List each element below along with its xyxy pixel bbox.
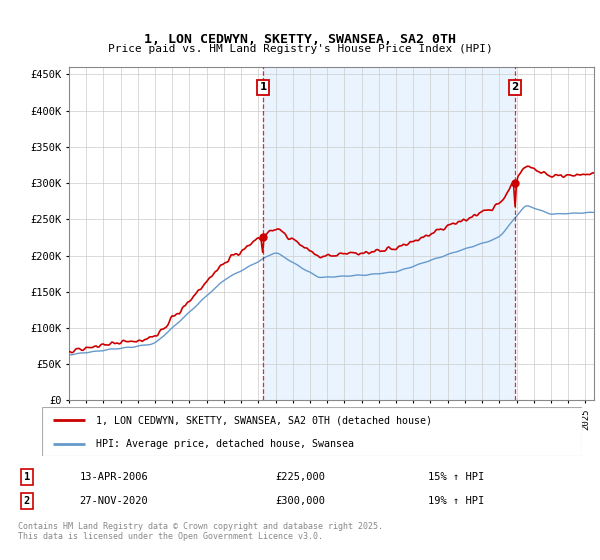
Text: Contains HM Land Registry data © Crown copyright and database right 2025.
This d: Contains HM Land Registry data © Crown c… xyxy=(18,522,383,542)
Text: 19% ↑ HPI: 19% ↑ HPI xyxy=(428,496,484,506)
Text: 2: 2 xyxy=(512,82,519,92)
Text: 1, LON CEDWYN, SKETTY, SWANSEA, SA2 0TH (detached house): 1, LON CEDWYN, SKETTY, SWANSEA, SA2 0TH … xyxy=(96,416,432,426)
Text: HPI: Average price, detached house, Swansea: HPI: Average price, detached house, Swan… xyxy=(96,439,354,449)
FancyBboxPatch shape xyxy=(42,407,582,456)
Bar xyxy=(263,67,515,400)
Text: 1: 1 xyxy=(260,82,267,92)
Text: 1: 1 xyxy=(24,472,30,482)
Text: 2: 2 xyxy=(24,496,30,506)
Text: 15% ↑ HPI: 15% ↑ HPI xyxy=(428,472,484,482)
Text: £300,000: £300,000 xyxy=(275,496,325,506)
Text: 13-APR-2006: 13-APR-2006 xyxy=(80,472,148,482)
Text: 1, LON CEDWYN, SKETTY, SWANSEA, SA2 0TH: 1, LON CEDWYN, SKETTY, SWANSEA, SA2 0TH xyxy=(144,32,456,46)
Text: £225,000: £225,000 xyxy=(275,472,325,482)
Text: 27-NOV-2020: 27-NOV-2020 xyxy=(80,496,148,506)
Text: Price paid vs. HM Land Registry's House Price Index (HPI): Price paid vs. HM Land Registry's House … xyxy=(107,44,493,54)
